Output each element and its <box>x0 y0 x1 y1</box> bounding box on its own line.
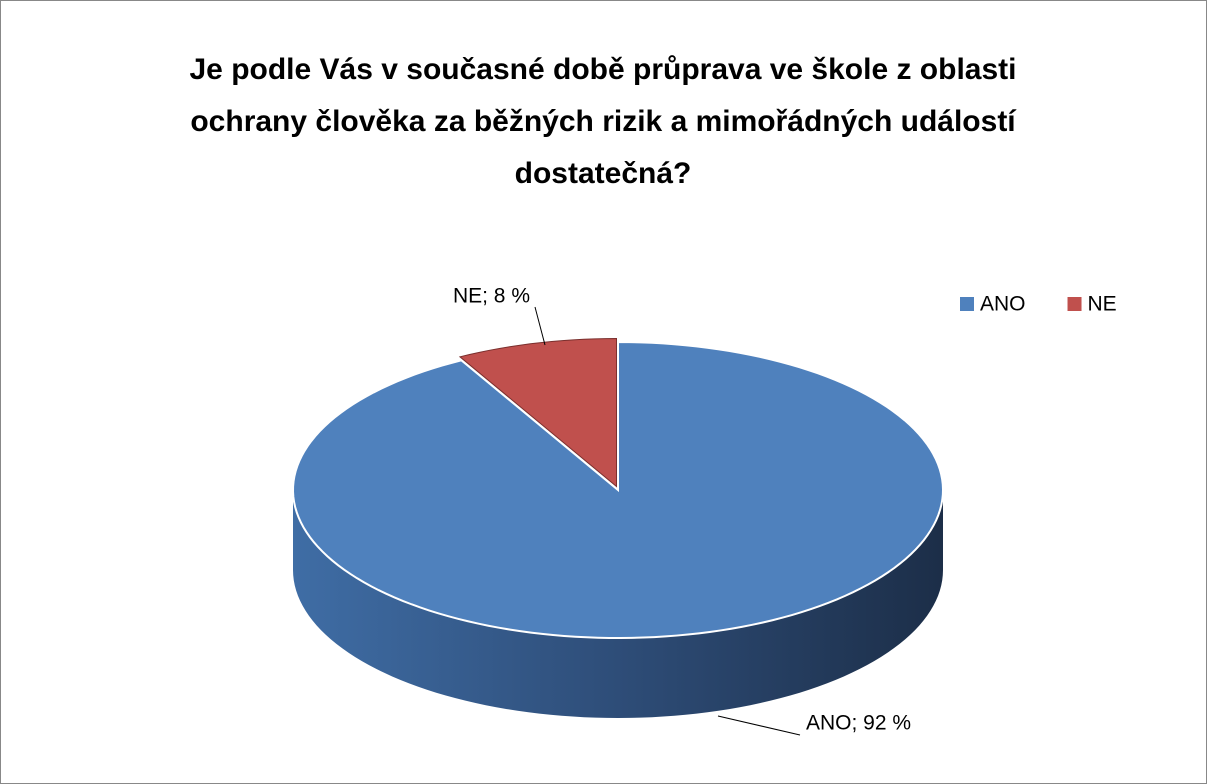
legend-swatch <box>1067 297 1082 311</box>
leader-line <box>534 306 546 346</box>
legend-label: NE <box>1088 293 1117 316</box>
legend-swatch <box>960 297 974 311</box>
data-label: NE; 8 % <box>453 285 530 308</box>
leader-line <box>717 715 801 736</box>
data-label: ANO; 92 % <box>806 712 911 735</box>
pie-slice <box>292 340 944 639</box>
pie-side <box>293 490 943 718</box>
legend-label: ANO <box>980 293 1026 316</box>
chart-title: Je podle Vás v současné době průprava ve… <box>189 53 1017 190</box>
pie-slice <box>458 338 618 488</box>
